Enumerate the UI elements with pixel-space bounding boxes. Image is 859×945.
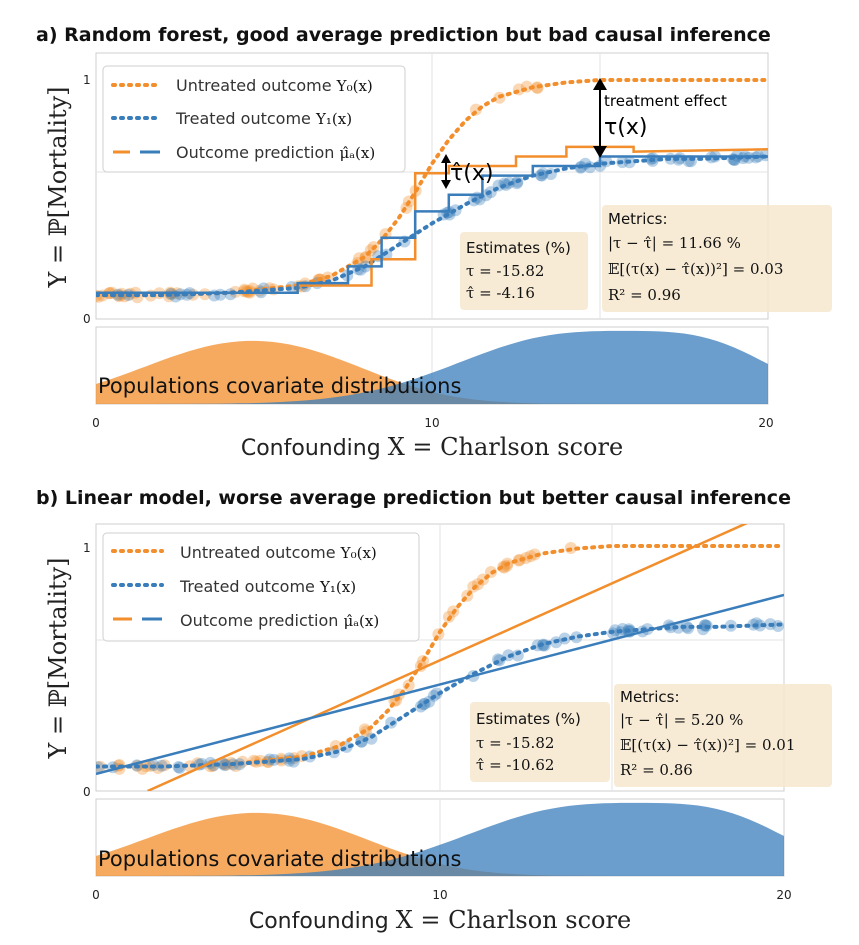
treated-point (174, 288, 187, 301)
legend-entry: Outcome prediction μ̂ₐ(x) (180, 611, 379, 630)
y-axis-label: Y = ℙ[Mortality] (44, 87, 72, 289)
x-axis-label: Confounding X = Charlson score (249, 906, 631, 934)
y-tick-label: 0 (83, 312, 91, 326)
legend-entry: Untreated outcome Y₀(x) (180, 543, 377, 562)
estimate-tau: τ = -15.82 (466, 262, 544, 280)
legend-entry: Outcome prediction μ̂ₐ(x) (176, 143, 375, 162)
estimates-title: Estimates (%) (476, 710, 581, 728)
metrics-title: Metrics: (608, 210, 668, 228)
legend-entry: Treated outcome Y₁(x) (175, 109, 352, 128)
metric-r2: R² = 0.96 (608, 286, 681, 304)
distribution-label: Populations covariate distributions (98, 847, 461, 871)
treated-point (673, 152, 686, 165)
treated-point (96, 761, 104, 774)
x-tick-label: 10 (424, 416, 439, 430)
untreated-true-line (96, 544, 784, 769)
metrics-title: Metrics: (620, 688, 680, 706)
tau-hat-annotation: τ̂(x) (441, 154, 493, 189)
x-tick-label: 0 (92, 416, 100, 430)
linear-prediction-treated (96, 593, 784, 776)
estimate-tau-hat: τ̂ = -10.62 (476, 756, 554, 774)
estimate-tau: τ = -15.82 (476, 734, 554, 752)
tau-hat-label: τ̂(x) (450, 161, 493, 186)
metrics-box: Metrics: |τ − τ̂| = 5.20 % 𝔼[(τ(x) − τ̂(… (614, 684, 832, 787)
covariate-distribution-plot: Populations covariate distributions (95, 326, 769, 405)
panel-b: b) Linear model, worse average predictio… (36, 487, 832, 934)
linear-prediction-untreated (147, 524, 748, 791)
chart-title: a) Random forest, good average predictio… (36, 24, 771, 46)
untreated-point (96, 760, 107, 773)
y-tick-label: 0 (83, 785, 91, 799)
treated-true-line (96, 154, 768, 298)
untreated-density (96, 340, 768, 404)
untreated-point (238, 285, 251, 298)
metrics-box: Metrics: |τ − τ̂| = 11.66 % 𝔼[(τ(x) − τ̂… (602, 205, 832, 312)
y-tick-label: 1 (83, 73, 91, 87)
y-tick-label: 1 (83, 541, 91, 555)
panel-a: a) Random forest, good average predictio… (36, 24, 832, 461)
legend: Untreated outcome Y₀(x) Treated outcome … (102, 532, 420, 642)
estimate-tau-hat: τ̂ = -4.16 (466, 284, 535, 302)
untreated-density (96, 812, 784, 876)
metric-abs-error: |τ − τ̂| = 5.20 % (620, 711, 743, 729)
chart-title: b) Linear model, worse average predictio… (36, 487, 791, 509)
legend: Untreated outcome Y₀(x) Treated outcome … (102, 65, 406, 173)
x-tick-label: 20 (758, 416, 773, 430)
rf-prediction-treated (96, 155, 768, 294)
x-tick-label: 20 (776, 888, 791, 902)
treated-point (570, 631, 583, 644)
x-axis-label: Confounding X = Charlson score (241, 433, 623, 461)
y-axis-label: Y = ℙ[Mortality] (44, 558, 72, 760)
treatment-effect-label: treatment effect (604, 92, 727, 110)
estimates-box: Estimates (%) τ = -15.82 τ̂ = -10.62 (470, 702, 610, 782)
estimates-box: Estimates (%) τ = -15.82 τ̂ = -4.16 (460, 232, 588, 310)
treated-point (680, 620, 693, 633)
x-tick-label: 0 (92, 888, 100, 902)
metric-mse: 𝔼[(τ(x) − τ̂(x))²] = 0.03 (608, 260, 783, 278)
tau-label: τ(x) (604, 115, 647, 140)
covariate-distribution-plot: Populations covariate distributions (95, 798, 785, 877)
untreated-point (183, 760, 196, 773)
treatment-effect-annotation: treatment effect τ(x) (593, 78, 727, 158)
legend-entry: Treated outcome Y₁(x) (179, 577, 356, 596)
metric-r2: R² = 0.86 (620, 761, 693, 779)
treated-density (96, 802, 784, 876)
legend-entry: Untreated outcome Y₀(x) (176, 76, 373, 95)
x-tick-label: 10 (432, 888, 447, 902)
treated-point (737, 152, 750, 165)
metric-mse: 𝔼[(τ(x) − τ̂(x))²] = 0.01 (620, 736, 795, 754)
treated-point (754, 619, 766, 632)
metric-abs-error: |τ − τ̂| = 11.66 % (608, 234, 741, 252)
estimates-title: Estimates (%) (466, 239, 571, 257)
distribution-label: Populations covariate distributions (98, 374, 461, 398)
untreated-point (198, 288, 211, 301)
treated-density (96, 330, 768, 404)
